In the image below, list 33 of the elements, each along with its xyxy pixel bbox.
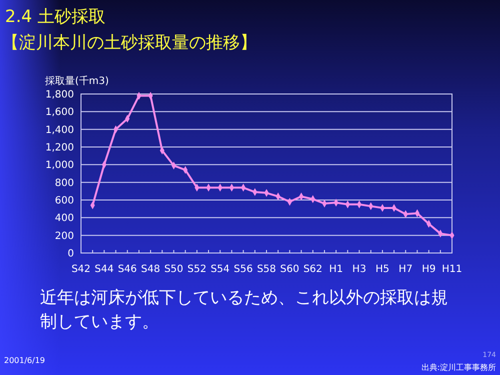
x-tick-label: H7 — [398, 264, 413, 275]
x-tick-label: S42 — [71, 264, 91, 275]
y-tick-label: 1,800 — [45, 90, 74, 100]
y-axis-title: 採取量(千m3) — [45, 75, 110, 87]
chart-subtitle: 【淀川本川の土砂採取量の推移】 — [2, 33, 257, 53]
y-tick-label: 200 — [54, 230, 74, 242]
source-note: 出典:淀川工事事務所 — [421, 363, 496, 372]
y-tick-label: 600 — [54, 196, 74, 206]
x-tick-label: S54 — [210, 264, 230, 275]
y-tick-label: 800 — [54, 178, 74, 189]
x-tick-label: S56 — [234, 264, 253, 275]
x-tick-label: H3 — [352, 264, 366, 275]
x-tick-label: S60 — [280, 264, 300, 275]
x-tick-label: S48 — [141, 264, 160, 275]
y-tick-label: 0 — [68, 248, 74, 260]
y-tick-label: 1,400 — [45, 124, 74, 136]
x-tick-label: H9 — [422, 264, 436, 275]
text: 近年は河床が低下しているため、これ以外の採取は規制しています。 — [40, 287, 449, 334]
x-tick-label: S62 — [303, 264, 322, 275]
x-tick-label: S44 — [94, 264, 114, 275]
x-tick-label: H1 — [329, 264, 344, 275]
x-tick-label: S46 — [118, 264, 137, 275]
y-tick-label: 400 — [54, 213, 74, 224]
y-tick-label: 1,600 — [45, 107, 74, 118]
x-tick-label: H11 — [442, 264, 462, 275]
y-tick-label: 1,200 — [45, 142, 74, 154]
x-tick-label: S58 — [256, 264, 276, 275]
x-tick-label: H5 — [375, 264, 390, 275]
text: 2001/6/19 — [4, 356, 46, 365]
x-tick-label: S52 — [187, 264, 206, 275]
y-tick-label: 1,000 — [45, 160, 74, 172]
chart-title: 2.4 土砂採取 — [5, 7, 106, 27]
x-tick-label: S50 — [164, 264, 184, 275]
